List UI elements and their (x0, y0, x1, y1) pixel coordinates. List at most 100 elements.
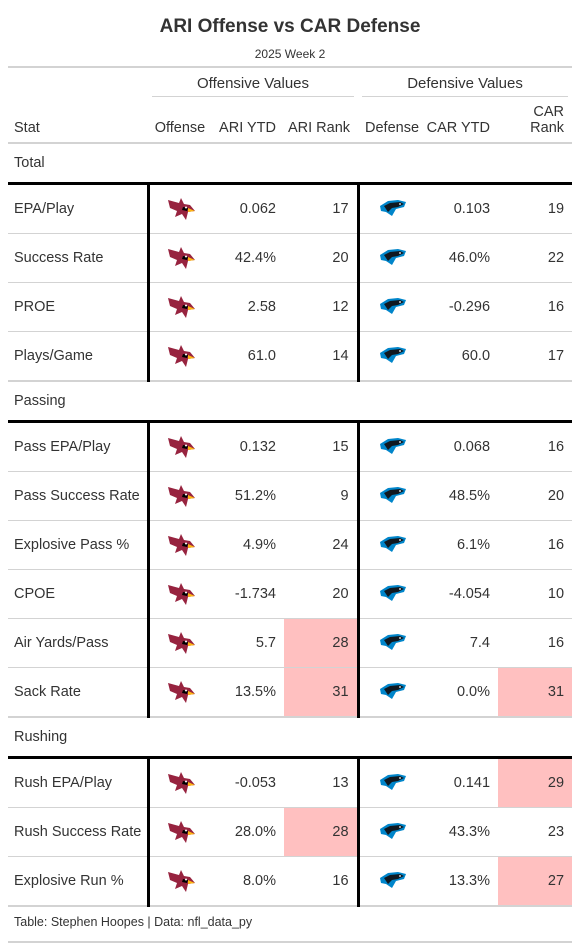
comparison-table-widget: ARI Offense vs CAR Defense 2025 Week 2 O… (8, 6, 573, 943)
car-ytd-value: 43.3% (426, 807, 499, 857)
defense-logo-cell (356, 520, 427, 570)
defense-logo-cell (356, 420, 427, 472)
car-ytd-value: 0.068 (426, 420, 499, 472)
defense-logo-cell (356, 618, 427, 668)
panthers-logo-icon (378, 585, 408, 602)
table-title: ARI Offense vs CAR Defense (159, 16, 421, 37)
table-row: Pass EPA/Play 0.132 15 0.068 16 (8, 420, 573, 472)
defense-logo-cell (356, 282, 427, 332)
offense-logo-cell (146, 420, 212, 472)
car-ytd-value: 60.0 (426, 331, 499, 382)
table-row: CPOE -1.734 20 -4.054 10 (8, 569, 573, 619)
column-header-car-rank: CAR Rank (498, 104, 573, 144)
spanner-empty (8, 68, 148, 104)
table-row: Explosive Run % 8.0% 16 13.3% 27 (8, 856, 573, 907)
offense-logo-cell (146, 282, 212, 332)
ari-rank-value: 20 (284, 569, 359, 619)
stat-label: Plays/Game (8, 331, 148, 382)
ari-ytd-value: -0.053 (212, 756, 284, 808)
ari-ytd-value: 51.2% (212, 471, 284, 521)
offense-logo-cell (146, 331, 212, 382)
top-rule (8, 66, 572, 68)
stat-label: EPA/Play (8, 182, 148, 234)
ari-ytd-value: 0.132 (212, 420, 284, 472)
offense-logo-cell (146, 471, 212, 521)
panthers-logo-icon (378, 200, 408, 217)
group-row: Total (8, 143, 573, 185)
offense-logo-cell (146, 856, 212, 907)
ari-ytd-value: -1.734 (212, 569, 284, 619)
group-label: Total (8, 143, 573, 185)
cardinals-logo-icon (166, 772, 196, 794)
ari-rank-value: 9 (284, 471, 359, 521)
table-row: EPA/Play 0.062 17 0.103 19 (8, 182, 573, 234)
car-rank-value: 23 (498, 807, 573, 857)
stat-label: Rush Success Rate (8, 807, 148, 857)
car-ytd-value: 0.141 (426, 756, 499, 808)
car-ytd-value: 13.3% (426, 856, 499, 907)
car-rank-value: 20 (498, 471, 573, 521)
offense-logo-cell (146, 807, 212, 857)
panthers-logo-icon (378, 487, 408, 504)
panthers-logo-icon (378, 872, 408, 889)
table-row: Plays/Game 61.0 14 60.0 17 (8, 331, 573, 382)
offense-logo-cell (146, 756, 212, 808)
defense-logo-cell (356, 569, 427, 619)
ari-ytd-value: 8.0% (212, 856, 284, 907)
stat-label: Sack Rate (8, 667, 148, 718)
column-header-car-ytd: CAR YTD (426, 104, 499, 144)
defense-logo-cell (356, 807, 427, 857)
car-rank-value: 10 (498, 569, 573, 619)
offense-logo-cell (146, 667, 212, 718)
stats-table: Offensive Values Defensive Values Stat O… (8, 68, 573, 907)
defense-logo-cell (356, 667, 427, 718)
car-ytd-value: 6.1% (426, 520, 499, 570)
car-rank-value: 31 (498, 667, 573, 718)
car-ytd-value: 46.0% (426, 233, 499, 283)
car-rank-value: 27 (498, 856, 573, 907)
car-rank-value: 16 (498, 420, 573, 472)
ari-ytd-value: 0.062 (212, 182, 284, 234)
panthers-logo-icon (378, 249, 408, 266)
stat-label: CPOE (8, 569, 148, 619)
column-header-ari-rank: ARI Rank (284, 104, 359, 144)
offense-logo-cell (146, 520, 212, 570)
car-rank-value: 16 (498, 520, 573, 570)
group-label: Passing (8, 381, 573, 423)
stat-label: Pass Success Rate (8, 471, 148, 521)
cardinals-logo-icon (166, 870, 196, 892)
cardinals-logo-icon (166, 345, 196, 367)
car-rank-value: 16 (498, 618, 573, 668)
cardinals-logo-icon (166, 821, 196, 843)
defense-logo-cell (356, 756, 427, 808)
stat-label: Rush EPA/Play (8, 756, 148, 808)
table-row: Explosive Pass % 4.9% 24 6.1% 16 (8, 520, 573, 570)
group-row: Rushing (8, 717, 573, 759)
ari-rank-value: 24 (284, 520, 359, 570)
table-row: Air Yards/Pass 5.7 28 7.4 16 (8, 618, 573, 668)
panthers-logo-icon (378, 634, 408, 651)
defense-logo-cell (356, 233, 427, 283)
table-row: Sack Rate 13.5% 31 0.0% 31 (8, 667, 573, 718)
ari-ytd-value: 2.58 (212, 282, 284, 332)
car-rank-value: 16 (498, 282, 573, 332)
panthers-logo-icon (378, 536, 408, 553)
car-ytd-value: 48.5% (426, 471, 499, 521)
table-row: Pass Success Rate 51.2% 9 48.5% 20 (8, 471, 573, 521)
ari-ytd-value: 61.0 (212, 331, 284, 382)
car-ytd-value: 0.0% (426, 667, 499, 718)
stat-label: Pass EPA/Play (8, 420, 148, 472)
table-row: Success Rate 42.4% 20 46.0% 22 (8, 233, 573, 283)
ari-ytd-value: 4.9% (212, 520, 284, 570)
table-subtitle: 2025 Week 2 (254, 47, 326, 61)
ari-rank-value: 16 (284, 856, 359, 907)
car-rank-value: 19 (498, 182, 573, 234)
panthers-logo-icon (378, 298, 408, 315)
column-header-defense: Defense (358, 104, 427, 144)
ari-rank-value: 31 (284, 667, 359, 718)
table-row: Rush Success Rate 28.0% 28 43.3% 23 (8, 807, 573, 857)
car-rank-value: 29 (498, 756, 573, 808)
spanner-offense: Offensive Values (148, 68, 358, 104)
panthers-logo-icon (378, 347, 408, 364)
panthers-logo-icon (378, 774, 408, 791)
